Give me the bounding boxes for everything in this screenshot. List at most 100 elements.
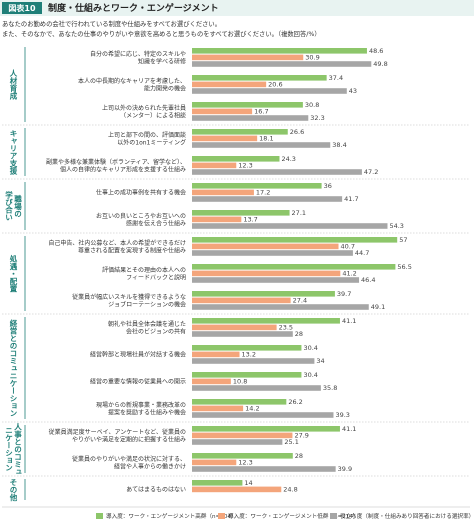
value-label: 23.5 <box>279 324 293 332</box>
value-label: 14 <box>244 479 252 487</box>
category-label-line: 上司と部下の間の、評価面談 <box>108 130 186 138</box>
group-label: 人材育成 <box>9 69 18 101</box>
category-label: あてはまるものはない <box>126 486 186 493</box>
bar <box>192 48 367 54</box>
category-label-line: 経営や人事からの働きかけ <box>114 462 186 470</box>
category-label-line: 提案を奨励する仕組みや機会 <box>108 408 186 416</box>
subtitle: あなたのお勤めの会社で行われている制度や仕組みをすべてお選びください。 <box>2 19 221 28</box>
bar <box>192 480 243 486</box>
bar <box>192 135 258 142</box>
category-label-line: （メンター）による相談 <box>120 111 186 119</box>
bar <box>192 324 277 331</box>
group-label: ニケーション <box>4 427 13 472</box>
category-label: 朝礼や社員全体会議を通じた会社のビジョンの共有 <box>108 319 186 335</box>
value-label: 48.6 <box>369 47 383 55</box>
category-label-line: やりがいや満足を定期的に把握する仕組み <box>72 435 186 443</box>
value-label: 20.6 <box>268 81 282 89</box>
value-label: 41.1 <box>342 317 356 325</box>
category-label-line: 経営幹部と現場社員が対話する機会 <box>90 350 186 358</box>
bar <box>192 399 287 405</box>
bar <box>192 304 369 310</box>
group-label: 職場の <box>13 193 22 217</box>
category-label-line: 経営の重要な情報の従業員への開示 <box>90 377 186 385</box>
bar <box>192 405 244 412</box>
bar <box>192 250 353 256</box>
group-label: 人事とのコミュ <box>13 422 22 475</box>
bar <box>192 291 335 297</box>
category-label-line: 個人の自律的なキャリア形成を支援する仕組み <box>60 165 186 173</box>
category-label-line: 以外の1on1ミーティング <box>117 138 186 146</box>
value-label: 47.2 <box>364 168 378 176</box>
bar <box>192 426 340 432</box>
category-label-line: 副業や多様な兼業体験（ボランティア、留学など）、 <box>46 157 186 165</box>
category-label-line: 感謝を伝え合う仕組み <box>126 219 186 227</box>
category-label-line: 本人の中長期的なキャリアを考慮した、 <box>78 76 186 84</box>
value-label: 30.9 <box>305 54 319 62</box>
bar <box>192 156 280 162</box>
bar <box>192 162 237 169</box>
bar <box>192 129 288 135</box>
legend-swatch <box>218 513 225 519</box>
bar <box>192 183 322 189</box>
value-label: 36 <box>324 182 332 190</box>
category-label: 自己申告、社内公募など、本人の希望ができるだけ尊重される配置を実現する制度や仕組… <box>48 238 186 254</box>
legend-swatch <box>96 513 103 519</box>
value-label: 10.8 <box>233 378 247 386</box>
bar <box>192 75 327 81</box>
bar <box>192 88 347 94</box>
category-label: 従業員満足度サーベイ、アンケートなど、従業員のやりがいや満足を定期的に把握する仕… <box>49 427 186 443</box>
value-label: 12.3 <box>238 459 252 467</box>
value-label: 27.4 <box>293 297 307 305</box>
category-label: お互いの良いところやお互いへの感謝を伝え合う仕組み <box>96 211 186 227</box>
value-label: 32.3 <box>310 114 324 122</box>
category-label: 上司と部下の間の、評価面談以外の1on1ミーティング <box>108 130 186 146</box>
bar <box>192 412 334 418</box>
header-band <box>0 0 474 16</box>
bar <box>192 210 290 216</box>
value-label: 13.2 <box>242 351 256 359</box>
category-label: 現場からの新規事業・業務改革の提案を奨励する仕組みや機会 <box>96 400 186 416</box>
value-label: 30.4 <box>303 371 317 379</box>
bar <box>192 223 388 229</box>
value-label: 57 <box>399 236 407 244</box>
value-label: 40.7 <box>341 243 355 251</box>
value-label: 13.7 <box>243 216 257 224</box>
value-label: 12.3 <box>238 162 252 170</box>
value-label: 37.4 <box>329 74 343 82</box>
value-label: 27.1 <box>292 209 306 217</box>
category-label: 仕事上の成功事例を共有する機会 <box>96 188 186 196</box>
category-label-line: 仕事上の成功事例を共有する機会 <box>96 188 186 196</box>
value-label: 25.1 <box>284 438 298 446</box>
value-label: 28 <box>295 452 303 460</box>
category-label: 上司以外の決められた先輩社員（メンター）による相談 <box>102 103 186 119</box>
category-label: 評価結果とその理由の本人へのフィードバックと説明 <box>102 265 186 281</box>
bar <box>192 216 242 223</box>
bar <box>192 142 331 148</box>
bar <box>192 277 360 283</box>
category-label-line: お互いの良いところやお互いへの <box>96 211 186 219</box>
bar <box>192 196 343 202</box>
value-label: 30.4 <box>303 344 317 352</box>
bar <box>192 243 339 250</box>
category-label-line: フィードバックと説明 <box>126 273 186 281</box>
bar <box>192 453 293 459</box>
value-label: 16.7 <box>254 108 268 116</box>
group-label: キャリア支援 <box>9 129 18 176</box>
bar <box>192 331 293 337</box>
category-label: 経営の重要な情報の従業員への開示 <box>90 377 186 385</box>
bar <box>192 439 283 445</box>
value-label: 49.1 <box>371 303 385 311</box>
legend-swatch <box>330 513 337 519</box>
bar <box>192 81 267 88</box>
bar <box>192 432 293 439</box>
value-label: 24.8 <box>283 486 297 494</box>
bar <box>192 372 302 378</box>
legend-label: 役立ち度（制度・仕組みあり回答者における選択率） <box>340 512 474 520</box>
value-label: 17.2 <box>256 189 270 197</box>
value-label: 14.2 <box>245 405 259 413</box>
value-label: 41.1 <box>342 425 356 433</box>
value-label: 34 <box>316 357 324 365</box>
bar <box>192 318 340 324</box>
category-label-line: あてはまるものはない <box>126 486 186 493</box>
value-label: 24.3 <box>281 155 295 163</box>
